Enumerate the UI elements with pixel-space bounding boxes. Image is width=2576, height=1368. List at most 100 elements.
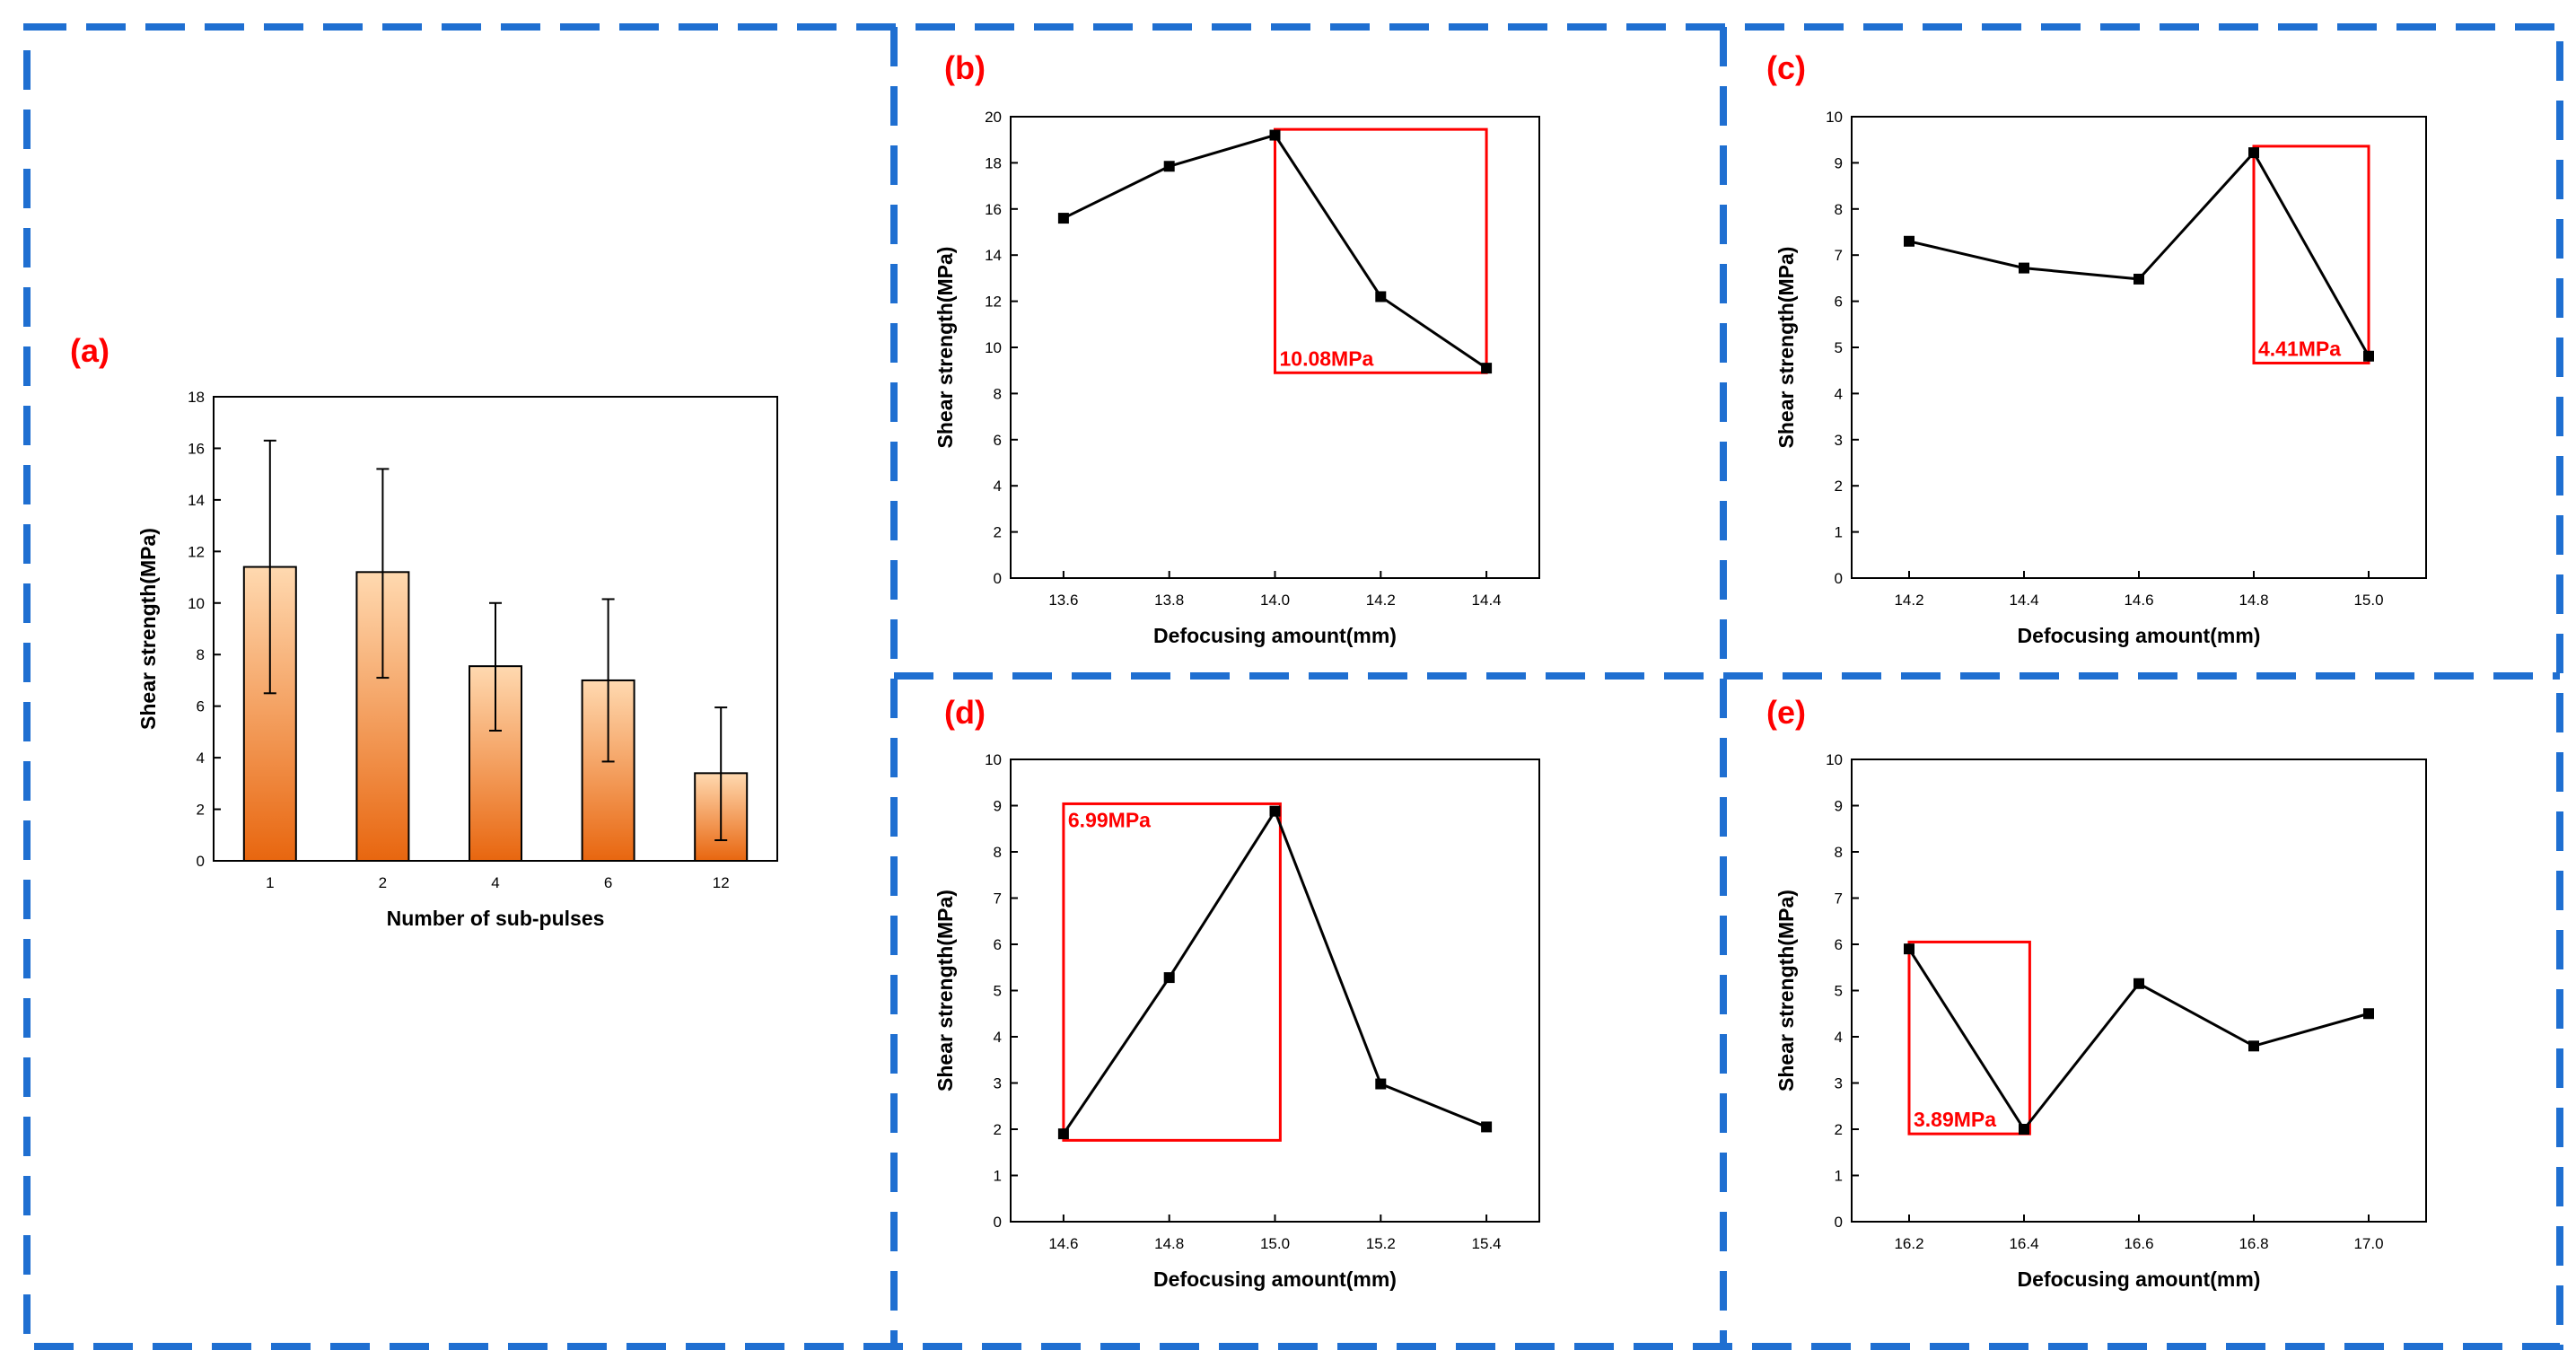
y-tick-label: 10 (985, 751, 1002, 768)
data-point (1375, 291, 1387, 303)
highlight-box (1907, 940, 2031, 1136)
y-tick-label: 0 (994, 1214, 1002, 1231)
y-tick-label: 1 (994, 1168, 1002, 1185)
y-tick-label: 5 (1835, 983, 1843, 1000)
y-tick-label: 12 (985, 294, 1002, 311)
x-tick-label: 13.8 (1154, 592, 1184, 609)
y-tick-label: 20 (985, 109, 1002, 126)
y-axis-title: Shear strength(MPa) (933, 890, 957, 1092)
y-tick-label: 8 (1835, 201, 1843, 218)
y-tick-label: 6 (994, 432, 1002, 449)
y-tick-label: 6 (994, 936, 1002, 953)
y-tick-label: 6 (1835, 936, 1843, 953)
x-tick-label: 14.6 (2124, 592, 2153, 609)
data-point (1904, 943, 1914, 955)
data-point (2363, 350, 2374, 362)
x-tick-label: 15.0 (1260, 1235, 1290, 1252)
x-tick-label: 16.8 (2239, 1235, 2268, 1252)
y-tick-label: 0 (994, 570, 1002, 587)
data-point (1057, 1128, 1069, 1140)
x-tick-label: 14.4 (1472, 592, 1502, 609)
series-line (1907, 948, 2370, 1132)
plot-frame (1851, 759, 2427, 1223)
y-axis-title: Shear strength(MPa) (933, 247, 957, 449)
y-tick-label: 9 (1835, 798, 1843, 815)
y-axis-title: Shear strength(MPa) (1774, 247, 1798, 449)
y-tick-label: 12 (188, 543, 205, 560)
y-tick-label: 3 (1835, 1075, 1843, 1092)
y-tick-label: 2 (197, 802, 205, 819)
y-tick-label: 0 (1835, 1214, 1843, 1231)
data-point (2019, 1124, 2029, 1135)
y-tick-label: 7 (994, 890, 1002, 908)
y-tick-label: 8 (197, 646, 205, 663)
x-axis-title: Defocusing amount(mm) (2018, 1267, 2261, 1291)
x-tick-label: 15.4 (1472, 1235, 1502, 1252)
y-tick-label: 7 (1835, 247, 1843, 264)
y-tick-label: 4 (197, 750, 205, 767)
y-tick-label: 1 (1835, 524, 1843, 541)
y-tick-label: 0 (197, 853, 205, 870)
x-tick-label: 14.0 (1260, 592, 1290, 609)
x-axis-title: Number of sub-pulses (387, 907, 605, 930)
y-tick-label: 2 (994, 524, 1002, 541)
x-tick-label: 14.8 (2239, 592, 2268, 609)
y-tick-label: 18 (985, 154, 1002, 171)
y-tick-label: 4 (1835, 1029, 1843, 1046)
chart-c-line-chart: 0 1 2 3 4 5 6 7 8 9 10 14.2 14.4 14.6 14.8 15.0 Defocusi… (1774, 109, 2427, 647)
y-tick-label: 14 (985, 247, 1002, 264)
y-tick-label: 14 (188, 492, 205, 509)
highlight-box (1062, 802, 1282, 1142)
x-axis-title: Defocusing amount(mm) (1153, 1267, 1397, 1291)
panel-label-a: (a) (70, 332, 110, 369)
y-tick-label: 4 (994, 1029, 1002, 1046)
y-tick-label: 3 (994, 1075, 1002, 1092)
highlight-label: 3.89MPa (1914, 1108, 1996, 1131)
y-tick-label: 8 (994, 385, 1002, 402)
data-point (1163, 161, 1175, 172)
x-tick-label: 6 (604, 874, 612, 891)
highlight-label: 6.99MPa (1068, 808, 1151, 831)
y-tick-label: 3 (1835, 432, 1843, 449)
x-tick-label: 13.6 (1048, 592, 1078, 609)
y-tick-label: 6 (197, 698, 205, 715)
data-point (1057, 213, 1069, 224)
x-tick-label: 15.2 (1366, 1235, 1396, 1252)
chart-b-line-chart: 0 2 4 6 8 10 12 14 16 18 20 13.6 13.8 14.0 14.2 14.4 Def… (933, 109, 1540, 647)
y-tick-label: 10 (1826, 751, 1843, 768)
data-point (1163, 972, 1175, 984)
x-tick-label: 1 (266, 874, 274, 891)
y-tick-label: 1 (1835, 1168, 1843, 1185)
y-tick-label: 10 (985, 339, 1002, 356)
highlight-box (1274, 127, 1488, 374)
chart-e-line-chart: 0 1 2 3 4 5 6 7 8 9 10 16.2 16.4 16.6 16.8 17.0 Defocusi… (1774, 751, 2427, 1291)
x-tick-label: 14.8 (1154, 1235, 1184, 1252)
panel-label-c: (c) (1766, 49, 1806, 86)
data-point (1269, 805, 1281, 817)
highlight-box (2252, 145, 2370, 364)
x-tick-label: 16.6 (2124, 1235, 2153, 1252)
x-tick-label: 15.0 (2353, 592, 2383, 609)
data-point (2248, 147, 2259, 159)
x-axis-title: Defocusing amount(mm) (2018, 624, 2261, 647)
x-tick-label: 17.0 (2353, 1235, 2383, 1252)
y-tick-label: 5 (994, 983, 1002, 1000)
highlight-label: 10.08MPa (1280, 346, 1374, 370)
highlight-label: 4.41MPa (2258, 337, 2341, 360)
x-tick-label: 14.4 (2009, 592, 2038, 609)
y-tick-label: 4 (1835, 385, 1843, 402)
data-point (1269, 129, 1281, 141)
y-tick-label: 2 (1835, 478, 1843, 495)
data-point (1904, 235, 1914, 247)
y-axis-title: Shear strength(MPa) (136, 528, 160, 730)
y-tick-label: 9 (1835, 154, 1843, 171)
x-tick-label: 12 (713, 874, 730, 891)
chart-d-line-chart: 0 1 2 3 4 5 6 7 8 9 10 14.6 14.8 15.0 15.2 15.4 Defocusi… (933, 751, 1540, 1291)
y-tick-label: 18 (188, 389, 205, 406)
data-point (2134, 978, 2144, 989)
panel-label-d: (d) (944, 694, 986, 731)
x-tick-label: 2 (379, 874, 387, 891)
data-point (2134, 273, 2144, 285)
